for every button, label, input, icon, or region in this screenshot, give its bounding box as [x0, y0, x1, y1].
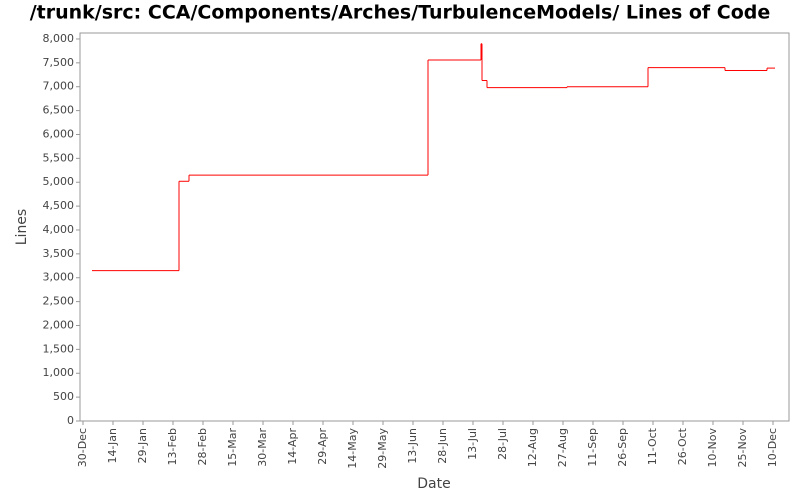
x-tick-label: 13-Jul	[466, 428, 479, 460]
x-tick-label: 12-Aug	[526, 428, 539, 467]
chart-title: /trunk/src: CCA/Components/Arches/Turbul…	[30, 2, 771, 24]
y-tick-label: 3,000	[43, 271, 75, 284]
x-tick-label: 14-Apr	[286, 428, 299, 465]
x-tick-label: 11-Sep	[586, 428, 599, 467]
y-tick-label: 8,000	[43, 32, 75, 45]
y-tick-label: 7,000	[43, 80, 75, 93]
y-tick-label: 5,000	[43, 175, 75, 188]
y-tick-label: 2,500	[43, 295, 75, 308]
y-tick-label: 1,500	[43, 342, 75, 355]
y-tick-label: 6,500	[43, 104, 75, 117]
y-tick-label: 5,500	[43, 151, 75, 164]
x-tick-label: 26-Oct	[676, 427, 689, 465]
x-tick-label: 27-Aug	[556, 428, 569, 467]
x-tick-label: 25-Nov	[736, 428, 749, 468]
x-tick-label: 30-Mar	[256, 428, 269, 467]
y-tick-label: 3,500	[43, 247, 75, 260]
y-tick-label: 4,500	[43, 199, 75, 212]
x-tick-label: 10-Nov	[706, 428, 719, 468]
y-tick-label: 500	[53, 390, 74, 403]
x-tick-label: 28-Feb	[196, 428, 209, 465]
y-tick-label: 7,500	[43, 56, 75, 69]
y-tick-label: 2,000	[43, 318, 75, 331]
x-tick-label: 29-Apr	[316, 428, 329, 465]
x-tick-label: 29-May	[376, 428, 389, 469]
x-tick-label: 14-Jan	[106, 428, 119, 464]
x-tick-label: 13-Jun	[406, 428, 419, 464]
x-tick-label: 10-Dec	[766, 428, 779, 467]
x-tick-label: 14-May	[346, 428, 359, 469]
y-tick-label: 6,000	[43, 127, 75, 140]
x-tick-label: 15-Mar	[226, 428, 239, 467]
y-tick-label: 0	[67, 414, 74, 427]
y-tick-label: 4,000	[43, 223, 75, 236]
x-tick-label: 28-Jun	[436, 428, 449, 464]
x-tick-label: 26-Sep	[616, 428, 629, 467]
x-tick-label: 28-Jul	[496, 428, 509, 460]
x-tick-label: 13-Feb	[166, 428, 179, 465]
y-tick-label: 1,000	[43, 366, 75, 379]
x-tick-label: 29-Jan	[136, 428, 149, 464]
x-tick-label: 30-Dec	[76, 428, 89, 467]
y-axis-label: Lines	[14, 209, 30, 245]
x-axis-label: Date	[417, 476, 450, 492]
plot-area	[79, 32, 790, 422]
x-tick-label: 11-Oct	[646, 427, 659, 465]
